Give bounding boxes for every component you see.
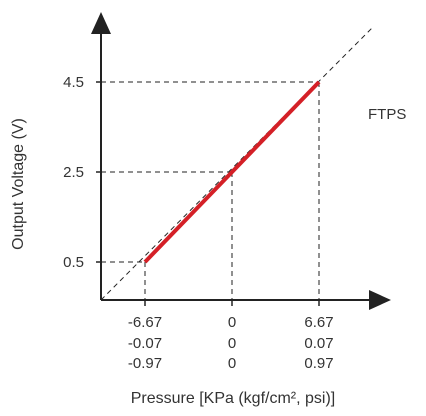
axes: [91, 12, 391, 310]
annotation-label: FTPS: [368, 106, 406, 123]
guide-lines: [100, 27, 373, 301]
x-tick-label-r2-c1: 0: [228, 355, 236, 372]
x-tick-label-r2-c2: 0.97: [304, 355, 333, 372]
labels-layer: 0.5 2.5 4.5 -6.67 0 6.67 -0.07 0 0.07 -0.97 0 0.97: [63, 74, 333, 372]
y-axis-title: Output Voltage (V): [10, 118, 27, 250]
diagonal-extension: [100, 27, 373, 301]
x-tick-label-r0-c1: 0: [228, 314, 236, 331]
y-axis-arrowhead: [91, 12, 111, 34]
y-tick-label-2: 4.5: [63, 74, 84, 91]
x-tick-label-r2-c0: -0.97: [128, 355, 162, 372]
x-tick-label-r1-c1: 0: [228, 335, 236, 352]
x-tick-label-r1-c2: 0.07: [304, 335, 333, 352]
x-tick-label-r0-c2: 6.67: [304, 314, 333, 331]
y-tick-label-1: 2.5: [63, 164, 84, 181]
x-tick-label-r0-c0: -6.67: [128, 314, 162, 331]
x-tick-label-r1-c0: -0.07: [128, 335, 162, 352]
x-axis-title: Pressure [KPa (kgf/cm², psi)]: [131, 390, 336, 407]
series-0-segment-0: [143, 80, 321, 264]
x-axis-arrowhead: [369, 290, 391, 310]
y-tick-label-0: 0.5: [63, 254, 84, 271]
series-layer: [143, 80, 321, 264]
